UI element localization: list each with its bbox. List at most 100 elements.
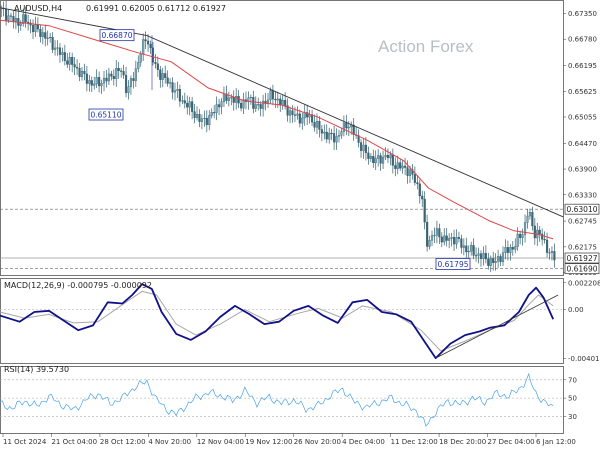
price-axis-label: 0.65055 [568, 113, 597, 121]
candle-body [191, 101, 194, 112]
candle-body [369, 155, 372, 159]
candle-body [553, 251, 556, 261]
candle-body [465, 245, 468, 253]
candle-body [528, 212, 532, 217]
candle-body [399, 162, 402, 169]
candle-body [519, 233, 522, 238]
panel-frame-1 [0, 0, 564, 276]
time-axis-label: 6 Jan 12:00 [536, 438, 576, 446]
price-axis-label: 0.62175 [568, 243, 597, 251]
candle-body [438, 228, 441, 238]
candle-body [183, 100, 186, 104]
price-axis-label: 0.65625 [568, 88, 597, 96]
candle-body [443, 235, 446, 243]
candle-body [492, 258, 495, 263]
candle-body [335, 136, 338, 143]
candle-body [548, 252, 551, 254]
candle-body [51, 37, 54, 50]
candle-body [362, 144, 365, 151]
candle-body [230, 97, 233, 99]
candle-body [198, 114, 201, 122]
macd-axis-label: -0.004012 [568, 355, 600, 363]
candle-body [9, 15, 13, 17]
candle-body [276, 98, 279, 101]
time-axis-label: 26 Nov 20:00 [294, 438, 341, 446]
candle-body [41, 32, 44, 37]
time-axis-label: 4 Nov 20:00 [148, 438, 191, 446]
candle-body [394, 165, 397, 169]
annotation-box [435, 258, 471, 270]
candle-body [31, 24, 35, 33]
candle-body [482, 253, 485, 259]
candle-body [39, 28, 42, 37]
candle-body [68, 57, 71, 65]
candle-body [315, 120, 319, 128]
candle-body [19, 23, 22, 26]
candle-body [5, 8, 8, 21]
candle-body [171, 82, 174, 93]
price-header-symbol: AUDUSD,H4 [14, 4, 62, 13]
candle-body [494, 261, 497, 263]
candle-body [381, 156, 385, 164]
candle-body [139, 53, 142, 63]
candle-body [318, 120, 321, 130]
candle-body [301, 117, 304, 124]
candle-body [129, 78, 133, 87]
candle-body [215, 104, 218, 113]
candle-body [430, 235, 434, 241]
candle-body [328, 132, 331, 140]
candle-body [364, 144, 368, 154]
candle-body [151, 47, 155, 63]
candle-body [22, 14, 25, 24]
candle-body [333, 133, 336, 143]
candle-body [166, 77, 169, 84]
candle-body [73, 64, 76, 68]
candle-body [254, 104, 257, 109]
candle-body [484, 253, 487, 260]
candle-body [531, 212, 534, 227]
candle-body [173, 90, 177, 93]
candle-body [61, 52, 64, 55]
candle-body [90, 80, 93, 86]
candle-body [164, 73, 167, 79]
candle-body [372, 155, 375, 164]
candles [0, 0, 556, 273]
candle-body [281, 100, 284, 106]
candle-body [487, 258, 490, 266]
macd-macd-line [0, 283, 555, 360]
time-axis-label: 19 Nov 12:00 [245, 438, 292, 446]
candle-body [396, 162, 399, 169]
candle-body [12, 16, 15, 22]
candle-body [345, 122, 348, 129]
candle-body [511, 247, 514, 250]
candle-body [404, 165, 407, 168]
annotation-label: 0.65110 [90, 111, 121, 120]
candle-body [506, 247, 509, 253]
candle-body [100, 83, 103, 87]
rsi-axis-label: 50 [568, 395, 577, 403]
candle-body [455, 237, 458, 245]
candle-body [56, 47, 59, 49]
candle-body [46, 37, 49, 39]
candle-body [36, 24, 39, 30]
candle-body [467, 250, 470, 253]
candle-body [352, 124, 355, 135]
time-axis-label: 11 Oct 2024 [3, 438, 47, 446]
candle-body [391, 154, 394, 166]
candle-body [266, 99, 270, 104]
candle-body [325, 131, 328, 140]
candle-body [337, 135, 341, 137]
candle-body [78, 68, 81, 77]
candle-body [406, 167, 409, 176]
candle-body [156, 63, 159, 70]
candle-body [320, 129, 323, 134]
price-trendline [0, 7, 564, 218]
time-axis-label: 27 Dec 04:00 [488, 438, 535, 446]
time-axis-label: 28 Oct 12:00 [100, 438, 146, 446]
candle-body [521, 234, 524, 238]
candle-body [433, 235, 436, 237]
price-panel: 0.66870 0.65110 0.61795 [0, 0, 564, 273]
candle-body [71, 57, 74, 65]
candle-body [257, 104, 260, 106]
candle-body [445, 235, 448, 241]
